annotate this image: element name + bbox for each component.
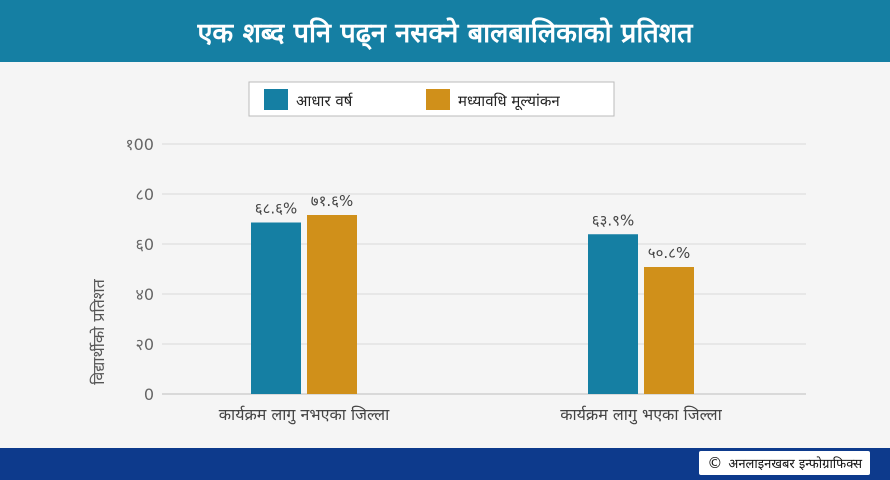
x-category-label: कार्यक्रम लागु नभएका जिल्ला bbox=[219, 405, 390, 425]
y-tick-label: ४0 bbox=[136, 285, 155, 304]
bar bbox=[251, 222, 301, 394]
y-tick-label: 0 bbox=[144, 385, 154, 404]
footer-bar: © अनलाइनखबर इन्फोग्राफिक्स bbox=[0, 448, 890, 480]
legend-swatch-baseline bbox=[264, 89, 288, 110]
y-tick-label: २0 bbox=[136, 335, 155, 354]
grid-layer: 0 २0 ४0 ६0 ८0 १00 bbox=[125, 135, 806, 404]
bar-chart: आधार वर्ष मध्यावधि मूल्यांकन विद्यार्थीक… bbox=[89, 81, 806, 425]
bar bbox=[307, 215, 357, 394]
data-label: ६८.६% bbox=[255, 200, 297, 218]
header-bar: एक शब्द पनि पढ्न नसक्ने बालबालिकाको प्रत… bbox=[0, 0, 890, 62]
legend-label-baseline: आधार वर्ष bbox=[296, 92, 353, 110]
data-label: ५०.८% bbox=[648, 244, 690, 262]
legend-swatch-midterm bbox=[426, 89, 450, 110]
legend: आधार वर्ष मध्यावधि मूल्यांकन bbox=[248, 81, 615, 117]
y-tick-label: ८0 bbox=[136, 185, 155, 204]
x-category-label: कार्यक्रम लागु भएका जिल्ला bbox=[560, 405, 722, 425]
y-tick-label: १00 bbox=[125, 135, 154, 154]
y-tick-label: ६0 bbox=[136, 235, 155, 254]
bar bbox=[644, 267, 694, 394]
credit-badge: © अनलाइनखबर इन्फोग्राफिक्स bbox=[699, 451, 870, 475]
copyright-icon: © bbox=[707, 454, 723, 472]
data-label: ७१.६% bbox=[311, 192, 353, 210]
legend-label-midterm: मध्यावधि मूल्यांकन bbox=[458, 92, 560, 111]
y-axis-title: विद्यार्थीको प्रतिशत bbox=[89, 278, 108, 384]
chart-area: आधार वर्ष मध्यावधि मूल्यांकन विद्यार्थीक… bbox=[0, 62, 890, 448]
bar bbox=[588, 234, 638, 394]
page-title: एक शब्द पनि पढ्न नसक्ने बालबालिकाको प्रत… bbox=[197, 17, 693, 49]
data-label: ६३.९% bbox=[592, 211, 634, 229]
bar-layer: ६८.६% ७१.६% कार्यक्रम लागु नभएका जिल्ला ६३.… bbox=[219, 192, 723, 425]
credit-text: अनलाइनखबर इन्फोग्राफिक्स bbox=[728, 457, 862, 472]
